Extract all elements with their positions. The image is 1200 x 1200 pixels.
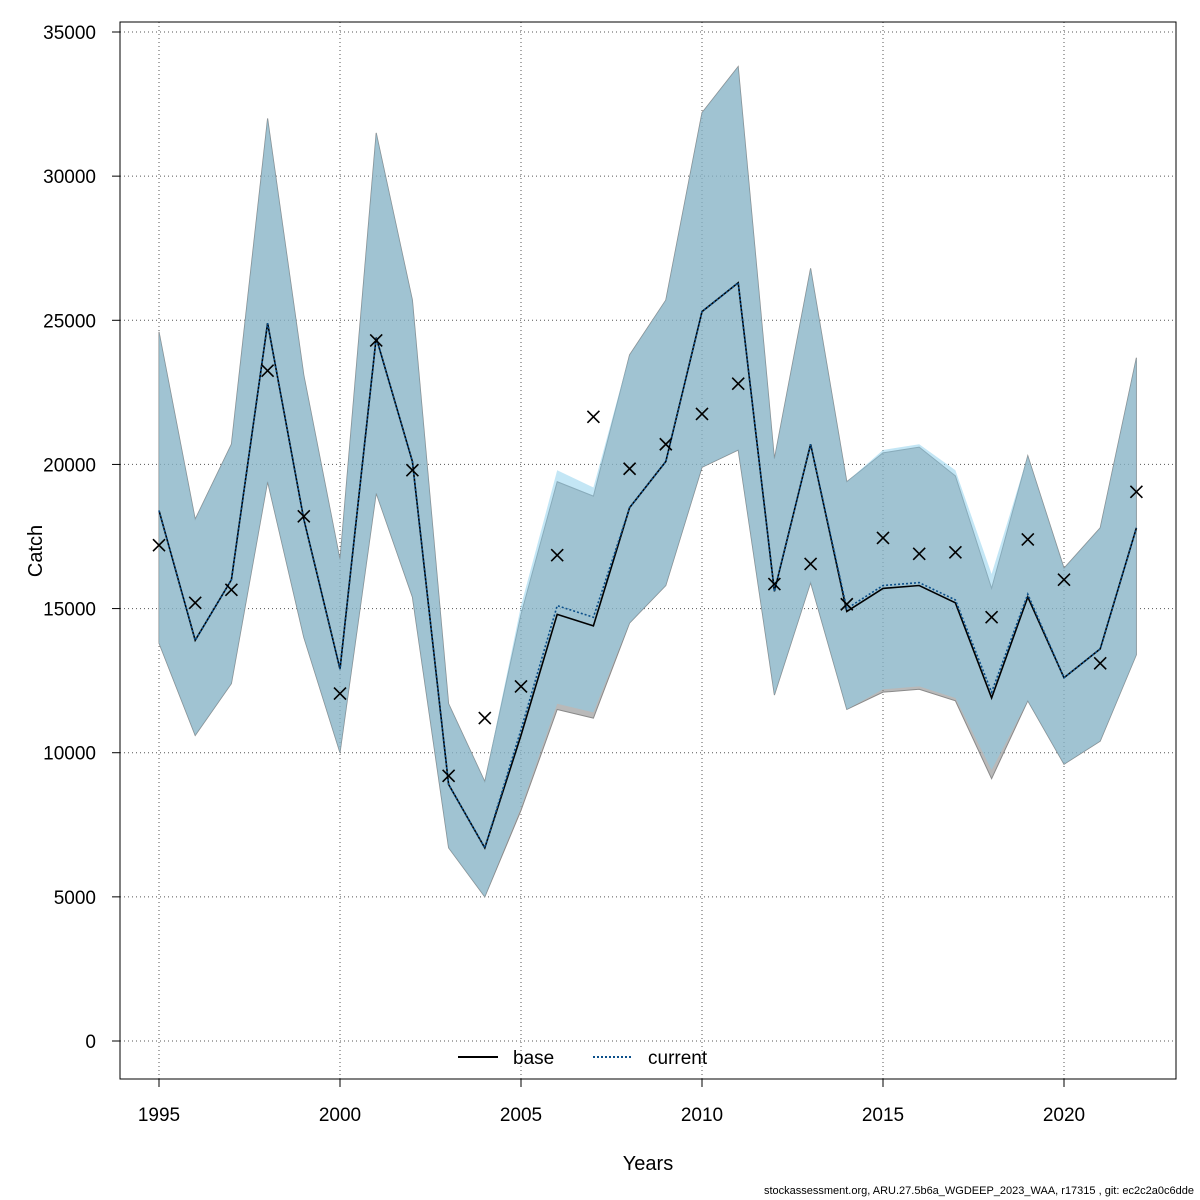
series-lines (158, 281, 1138, 850)
x-axis-title: Years (623, 1153, 673, 1175)
y-tick-label: 30000 (43, 167, 96, 188)
observed-point (369, 333, 383, 348)
x-tick-label: 2000 (319, 1105, 361, 1126)
observed-point (659, 437, 673, 451)
y-tick-label: 20000 (43, 455, 96, 476)
observed-point (261, 364, 275, 378)
y-axis: 0 5000 10000 15000 20000 25000 30000 35000 (43, 23, 120, 1053)
observed-point (912, 547, 926, 561)
series-line-current (158, 281, 1138, 850)
observed-point (1093, 656, 1107, 670)
observed-point (550, 548, 564, 562)
observed-point (1057, 573, 1071, 587)
x-tick-label: 2005 (500, 1105, 542, 1126)
observed-point (985, 610, 999, 624)
observed-point (442, 769, 456, 783)
observed-point (297, 509, 311, 523)
x-tick-label: 2020 (1043, 1105, 1085, 1126)
observed-point (333, 687, 347, 701)
x-tick-label: 2015 (862, 1105, 904, 1126)
observed-point (804, 557, 818, 571)
observed-point (514, 679, 528, 693)
y-tick-label: 0 (85, 1032, 96, 1053)
observed-point (840, 597, 854, 611)
y-tick-label: 5000 (54, 888, 96, 909)
x-axis: 1995 2000 2005 2010 2015 2020 (138, 1079, 1085, 1126)
observed-point (1129, 485, 1143, 499)
legend-label-current: current (648, 1048, 708, 1069)
observed-point (586, 410, 600, 424)
y-axis-title: Catch (25, 525, 47, 577)
observed-point (695, 407, 709, 421)
plot-frame (119, 21, 1177, 1080)
y-tick-label: 25000 (43, 311, 96, 332)
observed-point (188, 596, 202, 610)
observed-points (152, 333, 1143, 783)
x-tick-label: 1995 (138, 1105, 180, 1126)
observed-point (623, 462, 637, 476)
legend-label-base: base (513, 1048, 554, 1069)
observed-point (152, 538, 166, 552)
observed-point (405, 463, 419, 477)
observed-point (767, 577, 781, 591)
observed-point (1021, 532, 1035, 546)
observed-point (948, 545, 962, 559)
confidence-bands (158, 65, 1137, 898)
legend: base current (458, 1048, 708, 1069)
y-tick-label: 35000 (43, 23, 96, 44)
observed-point (876, 531, 890, 545)
observed-point (478, 711, 492, 725)
footer-credit: stockassessment.org, ARU.27.5b6a_WGDEEP_… (763, 1185, 1194, 1197)
confidence-band-current (159, 66, 1137, 897)
observed-point (731, 377, 745, 391)
y-tick-label: 10000 (43, 744, 96, 765)
y-tick-label: 15000 (43, 600, 96, 621)
observed-point (224, 583, 238, 597)
x-tick-label: 2010 (681, 1105, 723, 1126)
